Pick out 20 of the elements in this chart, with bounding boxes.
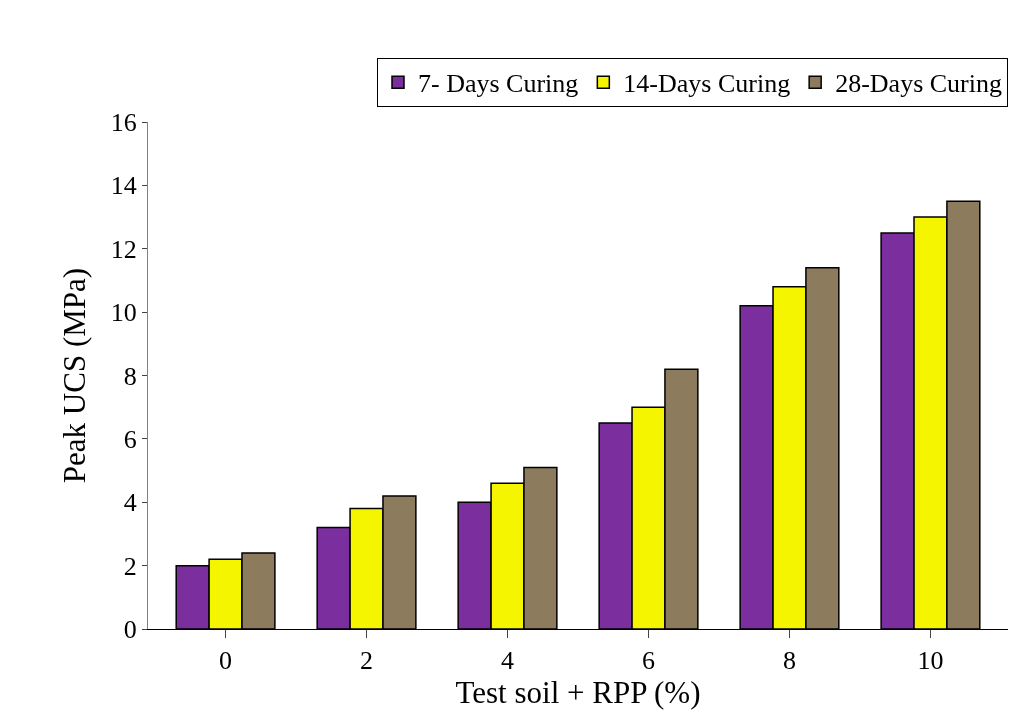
x-axis-title: Test soil + RPP (%): [455, 675, 701, 711]
y-tick-label: 12: [110, 234, 137, 264]
legend-label: 28-Days Curing: [835, 69, 1002, 99]
x-tick-label: 10: [917, 646, 944, 676]
y-tick-label: 2: [123, 551, 137, 581]
legend-label: 14-Days Curing: [623, 69, 791, 99]
y-tick-label: 0: [123, 615, 137, 645]
x-tick-label: 8: [782, 646, 796, 676]
legend-label: 7- Days Curing: [418, 69, 579, 99]
y-tick-label: 14: [110, 171, 137, 201]
x-tick-label: 0: [219, 646, 233, 676]
x-tick-label: 4: [501, 646, 515, 676]
y-tick-label: 6: [123, 424, 137, 454]
x-tick-label: 6: [641, 646, 655, 676]
y-tick-label: 8: [123, 361, 137, 391]
x-tick-label: 2: [360, 646, 374, 676]
y-axis-title: Peak UCS (MPa): [57, 267, 93, 484]
y-tick-label: 4: [123, 488, 137, 518]
y-tick-label: 10: [110, 298, 137, 328]
y-tick-label: 16: [110, 108, 137, 138]
